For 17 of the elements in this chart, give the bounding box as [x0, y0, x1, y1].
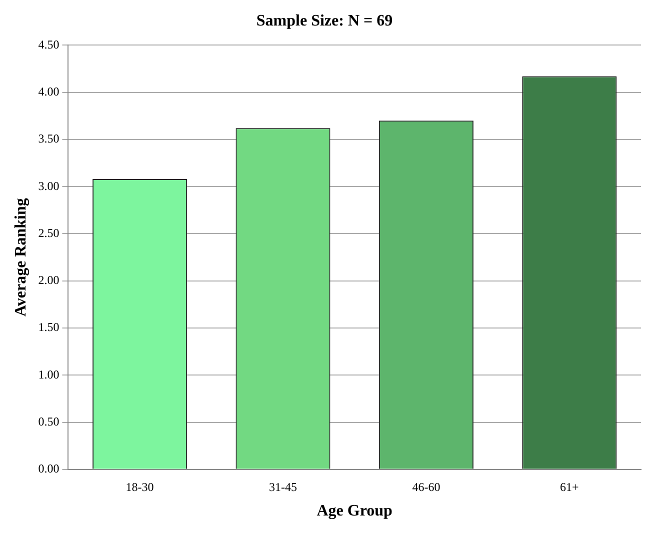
y-tick-label: 0.50	[38, 414, 60, 428]
y-tick-label: 4.00	[38, 84, 60, 98]
x-tick-label: 18-30	[126, 480, 154, 494]
x-tick-label: 31-45	[269, 480, 297, 494]
y-tick-label: 2.00	[38, 273, 60, 288]
y-tick-label: 1.00	[38, 367, 60, 382]
y-tick-label: 0.00	[38, 462, 60, 476]
y-tick-label: 1.50	[38, 320, 60, 334]
y-tick-label: 3.50	[38, 132, 60, 146]
y-tick-label: 2.50	[38, 226, 60, 240]
y-tick-label: 3.00	[38, 178, 60, 193]
x-tick-label: 46-60	[412, 480, 440, 494]
y-axis-title: Average Ranking	[12, 198, 30, 316]
x-axis-title: Age Group	[316, 502, 393, 520]
x-tick-label: 61+	[560, 480, 580, 494]
y-tick-label: 4.50	[38, 37, 60, 52]
chart-title: Sample Size: N = 69	[256, 12, 393, 30]
